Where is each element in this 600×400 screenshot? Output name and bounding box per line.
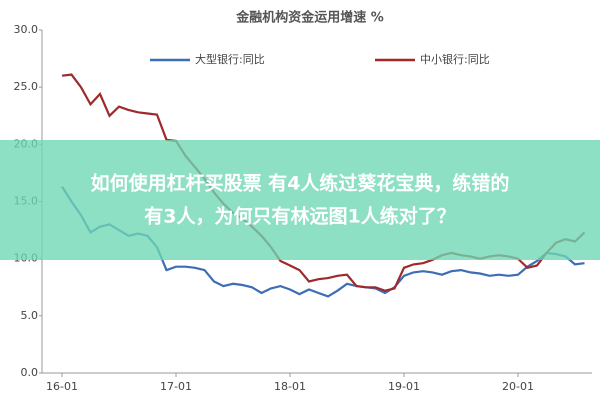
x-tick-label: 20-01 [502, 380, 534, 393]
legend-label: 中小银行:同比 [420, 52, 490, 66]
y-tick-label: 30.0 [14, 23, 39, 36]
x-tick-label: 18-01 [274, 380, 306, 393]
x-tick-label: 17-01 [160, 380, 192, 393]
banner-line: 有3人，为何只有林远图1人练对了？ [144, 205, 455, 228]
y-tick-label: 0.0 [21, 366, 39, 379]
x-tick-label: 19-01 [388, 380, 420, 393]
y-tick-label: 25.0 [14, 80, 39, 93]
legend-label: 大型银行:同比 [195, 52, 265, 66]
chart-title: 金融机构资金运用增速 % [235, 10, 384, 26]
x-tick-label: 16-01 [46, 380, 78, 393]
y-tick-label: 5.0 [21, 309, 39, 322]
banner-line: 如何使用杠杆买股票 有4人练过葵花宝典，练错的 [91, 172, 510, 195]
banner [0, 140, 600, 260]
